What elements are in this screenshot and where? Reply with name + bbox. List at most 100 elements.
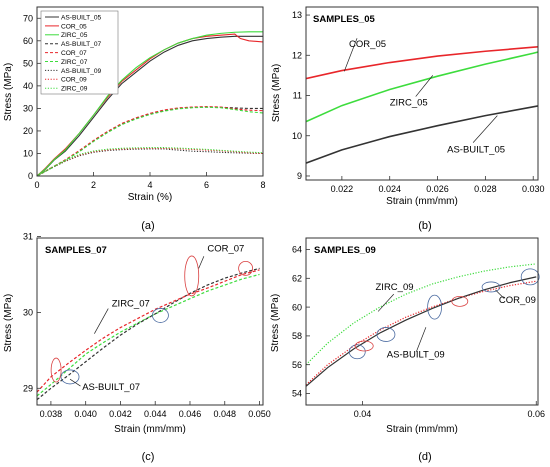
panel-b-xtick-label: 0.022	[331, 184, 354, 194]
panel-c-ellipse	[238, 260, 254, 276]
panel-a-series-zirc-09	[37, 147, 263, 176]
panel-a-series	[37, 31, 263, 176]
panel-c-ytick-label: 29	[23, 384, 33, 394]
panel-d-annotation: AS-BUILT_09	[387, 349, 445, 360]
panel-d-caption: (d)	[418, 451, 431, 463]
legend-label: ZIRC_05	[61, 32, 88, 39]
panel-a-ytick-label: 30	[23, 104, 33, 114]
panel-b-series-cor-05	[306, 46, 538, 80]
panel-c-ellipses	[50, 255, 254, 387]
panel-c-annotations: COR_07 ZIRC_07 AS-BUILT_07	[82, 244, 244, 393]
panel-a-ytick-label: 70	[23, 13, 33, 23]
panel-b-ytick-label: 12	[292, 50, 302, 60]
panel-a-ytick-label: 40	[23, 81, 33, 91]
panel-a-ticks: 0 2 4 6 8 0 10 20 30 40 50 60 70	[23, 13, 266, 190]
panel-a-caption: (a)	[141, 220, 154, 232]
panel-b-ytick-label: 13	[292, 10, 302, 20]
panel-c-series-cor-07	[37, 269, 260, 393]
panel-a-xtick-label: 8	[260, 180, 265, 190]
panel-a-xtick-label: 0	[34, 180, 39, 190]
legend-label: COR_07	[61, 50, 87, 57]
panel-b-annotation-arrow	[415, 75, 434, 97]
panel-a-xtick-label: 4	[147, 180, 152, 190]
panel-d-ytick-label: 56	[292, 360, 302, 370]
panel-d-series-cor-09	[306, 280, 537, 386]
panel-c-frame	[36, 237, 264, 406]
panel-a-series-cor-07	[37, 106, 263, 176]
panel-c-series-as-built-07	[37, 267, 260, 401]
legend-label: AS-BUILT_07	[61, 41, 102, 48]
panel-b-ytick-label: 10	[292, 131, 302, 141]
panel-b-ticks: 0.022 0.024 0.026 0.028 0.030 9 10 11 12 13	[292, 10, 544, 194]
panel-d-ellipse	[451, 295, 469, 307]
panel-d: 0.04 0.06 54 56 58 60 62 64 SAMPLES_09 Stress (…	[270, 237, 545, 463]
panel-d-ytick-label: 62	[292, 274, 302, 284]
panel-b-frame	[305, 6, 539, 181]
panel-b-series-as-built-05	[306, 105, 538, 164]
panel-b-title: SAMPLES_05	[313, 14, 375, 25]
panel-d-annotation: COR_09	[499, 295, 536, 306]
panel-b-series-zirc-05	[306, 51, 538, 123]
panel-d-ytick-label: 58	[292, 331, 302, 341]
panel-b-xtick-label: 0.024	[378, 184, 401, 194]
panel-c-ytick-label: 30	[23, 308, 33, 318]
panel-c-annotation: AS-BUILT_07	[82, 382, 140, 393]
panel-d-xtick-label: 0.06	[527, 409, 545, 419]
panel-d-title: SAMPLES_09	[314, 245, 376, 256]
panel-b-xtick-label: 0.026	[426, 184, 449, 194]
panel-d-ylabel: Stress (MPa)	[270, 294, 281, 352]
panel-a-series-cor-05	[37, 33, 263, 176]
legend-label: COR_09	[61, 77, 87, 84]
panel-a-ytick-label: 10	[23, 149, 33, 159]
panel-d-annotation: ZIRC_09	[376, 282, 414, 293]
panel-b-ytick-label: 9	[297, 171, 302, 181]
panel-b-annotation: COR_05	[349, 39, 386, 50]
panel-b-annotations: COR_05 ZIRC_05 AS-BUILT_05	[343, 38, 505, 156]
panel-c-series	[37, 267, 260, 401]
panel-b: 0.022 0.024 0.026 0.028 0.030 9 10 11 12 13 SAMPL…	[271, 6, 544, 232]
panel-d-xlabel: Strain (mm/mm)	[386, 424, 458, 435]
panel-c-xtick-label: 0.042	[109, 409, 132, 419]
panel-d-pointer	[495, 289, 505, 299]
legend-label: AS-BUILT_05	[61, 14, 102, 21]
panel-b-ytick-label: 11	[293, 91, 302, 101]
panel-a-series-zirc-07	[37, 106, 263, 176]
panel-c-ellipse	[184, 255, 200, 297]
panel-c-caption: (c)	[142, 451, 155, 463]
legend-label: ZIRC_09	[61, 86, 88, 93]
panel-a-ytick-label: 50	[23, 59, 33, 69]
panel-a-series-as-built-05	[37, 35, 263, 176]
panel-b-annotation: ZIRC_05	[390, 98, 428, 109]
panel-c-xlabel: Strain (mm/mm)	[114, 424, 186, 435]
panel-d-xtick-label: 0.04	[354, 409, 372, 419]
panel-c-ytick-label: 31	[23, 232, 33, 242]
panel-c-xtick-label: 0.038	[40, 409, 63, 419]
panel-c-xtick-label: 0.040	[74, 409, 97, 419]
panel-b-caption: (b)	[418, 220, 431, 232]
panel-d-ellipse	[520, 268, 540, 286]
panel-a-series-cor-09	[37, 147, 263, 176]
panel-b-annotation-arrow	[472, 115, 498, 143]
panel-d-frame	[305, 237, 539, 406]
panel-c-annotation: ZIRC_07	[112, 298, 150, 309]
panel-d-ticks: 0.04 0.06 54 56 58 60 62 64	[292, 245, 545, 419]
panel-c-xtick-label: 0.044	[144, 409, 167, 419]
panel-b-xlabel: Strain (mm/mm)	[386, 196, 458, 207]
panel-b-annotation-arrow	[343, 38, 358, 72]
panel-c-pointer	[69, 378, 81, 387]
panel-d-ellipses	[348, 268, 540, 360]
panel-d-ytick-label: 64	[292, 245, 302, 255]
legend-entries: AS-BUILT_05 COR_05 ZIRC_05 AS-BUILT_07 COR_0…	[45, 14, 102, 93]
panel-d-ellipse	[481, 281, 501, 293]
panel-a-ylabel: Stress (MPa)	[3, 63, 14, 121]
panel-c-pointer	[94, 308, 109, 334]
panel-b-ylabel: Stress (MPa)	[271, 64, 282, 122]
panel-b-xtick-label: 0.028	[474, 184, 497, 194]
panel-b-xtick-label: 0.030	[522, 184, 545, 194]
panel-b-series	[306, 46, 538, 164]
panel-c-series-zirc-07	[37, 273, 260, 397]
panel-d-pointer	[416, 327, 427, 352]
panel-c-ylabel: Stress (MPa)	[3, 294, 14, 352]
legend-label: COR_05	[61, 23, 87, 30]
